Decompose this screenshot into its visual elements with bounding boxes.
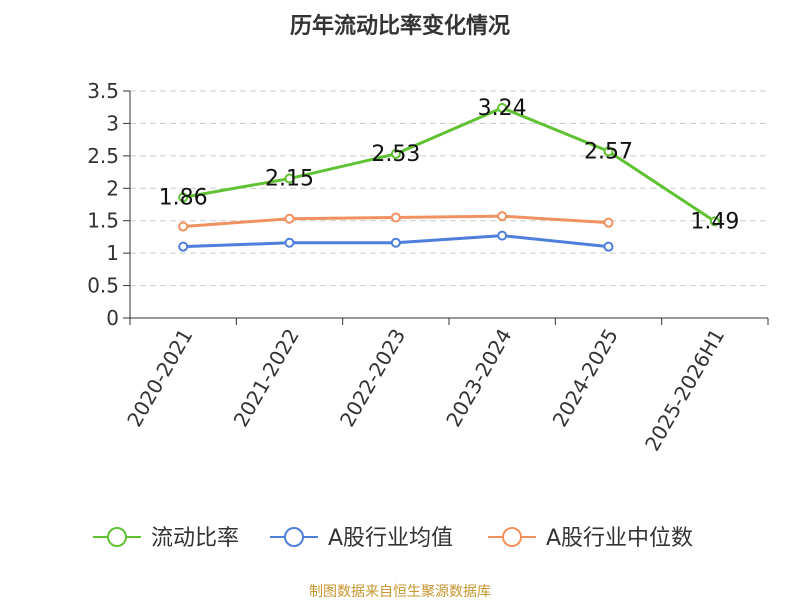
data-point bbox=[284, 237, 295, 248]
data-point bbox=[390, 148, 401, 159]
legend-circle-marker bbox=[107, 527, 127, 547]
y-tick-label: 3 bbox=[106, 111, 119, 135]
data-point bbox=[497, 230, 508, 241]
legend-item[interactable]: A股行业中位数 bbox=[488, 526, 693, 551]
y-tick-label: 1.5 bbox=[87, 209, 119, 233]
chart-title: 历年流动比率变化情况 bbox=[290, 13, 510, 39]
data-label: 1.86 bbox=[159, 185, 208, 210]
data-point bbox=[709, 216, 720, 227]
data-point bbox=[497, 211, 508, 222]
data-label: 3.24 bbox=[478, 96, 527, 121]
legend-label: A股行业均值 bbox=[328, 526, 453, 551]
data-labels: 1.86 2.15 2.53 3.24 2.57 1.49 bbox=[159, 96, 740, 235]
data-point bbox=[178, 241, 189, 252]
data-point bbox=[603, 241, 614, 252]
data-label: 1.49 bbox=[690, 209, 739, 234]
x-tick-label: 2022-2023 bbox=[335, 325, 410, 431]
data-point bbox=[284, 213, 295, 224]
legend-item[interactable]: A股行业均值 bbox=[270, 526, 453, 551]
legend-circle-marker bbox=[284, 527, 304, 547]
series-line bbox=[181, 106, 717, 223]
data-point bbox=[284, 173, 295, 184]
legend-label: 流动比率 bbox=[151, 526, 239, 551]
x-tick-label: 2020-2021 bbox=[122, 325, 197, 431]
legend-circle-marker bbox=[502, 527, 522, 547]
x-tick-label: 2021-2022 bbox=[229, 325, 304, 431]
series-group bbox=[178, 102, 720, 227]
data-point bbox=[603, 146, 614, 157]
y-tick-label: 1 bbox=[106, 241, 119, 265]
series-group bbox=[178, 211, 614, 232]
y-tick-label: 2 bbox=[106, 176, 119, 200]
data-point bbox=[178, 221, 189, 232]
data-point bbox=[178, 192, 189, 203]
data-point bbox=[497, 102, 508, 113]
series-group bbox=[178, 230, 614, 252]
legend: 流动比率 A股行业均值 A股行业中位数 bbox=[93, 526, 693, 551]
data-label: 2.57 bbox=[584, 139, 633, 164]
y-tick-label: 2.5 bbox=[87, 144, 119, 168]
y-tick-label: 0.5 bbox=[87, 274, 119, 298]
x-tick-label: 2023-2024 bbox=[441, 325, 516, 431]
x-tick-label: 2024-2025 bbox=[548, 325, 623, 431]
x-tick-label: 2025-2026H1 bbox=[640, 325, 729, 455]
y-tick-label: 3.5 bbox=[87, 79, 119, 103]
legend-item[interactable]: 流动比率 bbox=[93, 526, 239, 551]
legend-label: A股行业中位数 bbox=[546, 526, 693, 551]
series-lines bbox=[178, 102, 720, 252]
y-tick-label: 0 bbox=[106, 306, 119, 330]
data-point bbox=[390, 212, 401, 223]
grid-lines bbox=[130, 90, 768, 287]
data-label: 2.53 bbox=[371, 142, 420, 167]
data-point bbox=[603, 217, 614, 228]
source-note: 制图数据来自恒生聚源数据库 bbox=[309, 584, 491, 600]
data-label: 2.15 bbox=[265, 167, 314, 192]
data-point bbox=[390, 237, 401, 248]
